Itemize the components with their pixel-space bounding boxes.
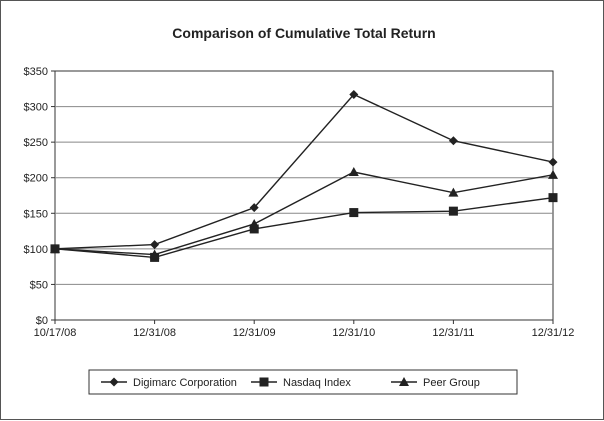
data-point-square [548, 193, 558, 203]
plot-area: $0 $50 $100 $150 $200 $250 $300 $350 10/17/08 12/… [24, 66, 575, 339]
legend-marker-triangle [399, 377, 409, 386]
y-tick-label: $250 [24, 137, 48, 149]
y-tick-label: $150 [24, 208, 48, 220]
legend-box [88, 369, 518, 395]
y-tick-label: $350 [24, 66, 48, 78]
series-line [54, 196, 554, 259]
data-point-square [349, 208, 359, 218]
data-point-diamond [150, 240, 160, 250]
legend-label: Nasdaq Index [283, 377, 351, 389]
x-tick-label: 12/31/08 [133, 327, 176, 339]
y-tick-label: $300 [24, 102, 48, 114]
x-tick-label: 12/31/10 [332, 327, 375, 339]
series-digimarc-corporation [50, 89, 558, 254]
plot-border [54, 70, 554, 321]
data-point-triangle [50, 243, 60, 253]
y-tick-label: $0 [36, 315, 48, 327]
data-point-triangle [448, 187, 459, 197]
chart-title: Comparison of Cumulative Total Return [172, 25, 435, 41]
data-point-square [448, 206, 458, 216]
y-tick-label: $50 [30, 279, 48, 291]
y-tick-label: $200 [24, 173, 48, 185]
data-point-diamond [448, 136, 458, 146]
series-peer-group [50, 167, 558, 259]
legend-item-nasdaq-index: Nasdaq Index [251, 377, 351, 389]
x-tick-label: 10/17/08 [34, 327, 77, 339]
legend-marker-square [259, 377, 269, 387]
data-point-square [249, 224, 259, 234]
x-tick-label: 12/31/11 [432, 327, 474, 339]
x-tick-label: 12/31/09 [233, 327, 276, 339]
legend-label: Peer Group [423, 377, 480, 389]
series-nasdaq-index [50, 193, 558, 262]
data-point-diamond [349, 89, 359, 99]
data-point-triangle [348, 167, 359, 177]
legend: Digimarc Corporation Nasdaq Index Peer Gro… [88, 369, 518, 395]
data-point-diamond [249, 203, 259, 213]
data-point-triangle [548, 169, 558, 179]
series-line [54, 93, 554, 250]
data-point-triangle [249, 218, 260, 228]
y-tick-label: $100 [24, 244, 48, 256]
legend-marker-diamond [109, 377, 119, 387]
legend-label: Digimarc Corporation [133, 377, 237, 389]
series-line [54, 171, 554, 256]
x-tick-label: 12/31/12 [532, 327, 575, 339]
legend-item-digimarc-corporation: Digimarc Corporation [101, 377, 237, 389]
legend-item-peer-group: Peer Group [391, 377, 480, 389]
data-point-diamond [548, 157, 558, 167]
data-point-triangle [149, 249, 160, 259]
